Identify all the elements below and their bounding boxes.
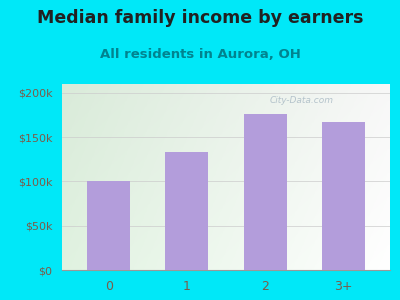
Bar [244,114,286,270]
Bar [87,181,130,270]
Bar [166,152,208,270]
Text: All residents in Aurora, OH: All residents in Aurora, OH [100,48,300,61]
Text: City-Data.com: City-Data.com [270,96,334,105]
Bar [322,122,365,270]
Text: Median family income by earners: Median family income by earners [37,9,363,27]
